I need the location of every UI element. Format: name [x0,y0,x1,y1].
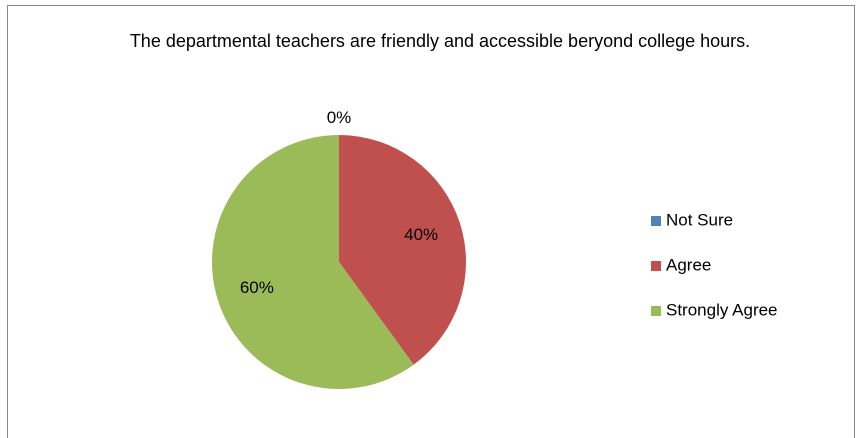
legend-label: Not Sure [666,210,733,229]
legend-swatch [651,306,661,316]
data-label: 0% [327,108,352,127]
data-label: 40% [404,225,438,244]
data-label: 60% [240,278,274,297]
legend-swatch [651,261,661,271]
legend-label: Strongly Agree [666,300,778,319]
legend-label: Agree [666,255,711,274]
chart-frame [7,5,855,438]
legend-swatch [651,216,661,226]
chart-title: The departmental teachers are friendly a… [129,31,751,51]
pie-slice [339,135,466,365]
pie-slice [211,135,414,389]
